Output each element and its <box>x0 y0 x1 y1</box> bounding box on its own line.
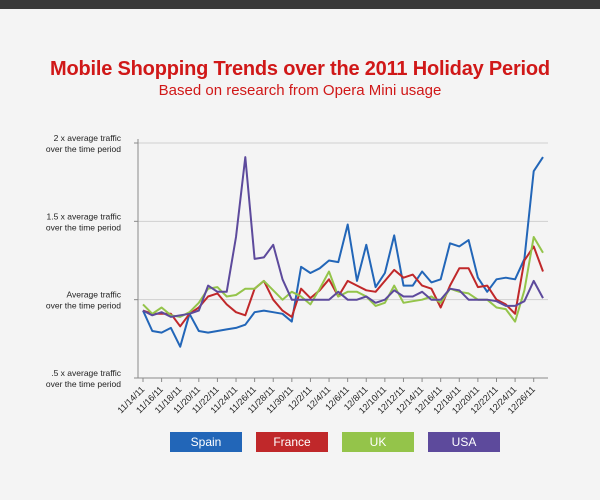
legend-item-spain: Spain <box>170 432 242 452</box>
y-tick-label: Average traffic <box>67 290 122 300</box>
legend-item-uk: UK <box>342 432 414 452</box>
chart-title: Mobile Shopping Trends over the 2011 Hol… <box>50 58 550 80</box>
legend: Spain France UK USA <box>0 432 600 454</box>
y-tick-label: over the time period <box>46 222 121 232</box>
y-tick-label: .5 x average traffic <box>51 368 122 378</box>
y-tick-label: 2 x average traffic <box>54 133 122 143</box>
top-bar <box>0 0 600 9</box>
y-tick-label: over the time period <box>46 379 121 389</box>
series-line-usa <box>142 156 544 318</box>
y-tick-label: 1.5 x average traffic <box>47 211 122 221</box>
y-tick-label: over the time period <box>46 144 121 154</box>
chart-subtitle: Based on research from Opera Mini usage <box>158 82 442 99</box>
legend-item-usa: USA <box>428 432 500 452</box>
y-tick-label: over the time period <box>46 301 121 311</box>
series-line-france <box>142 245 544 328</box>
series-line-uk <box>142 236 544 323</box>
legend-item-france: France <box>256 432 328 452</box>
series-line-spain <box>142 156 544 348</box>
